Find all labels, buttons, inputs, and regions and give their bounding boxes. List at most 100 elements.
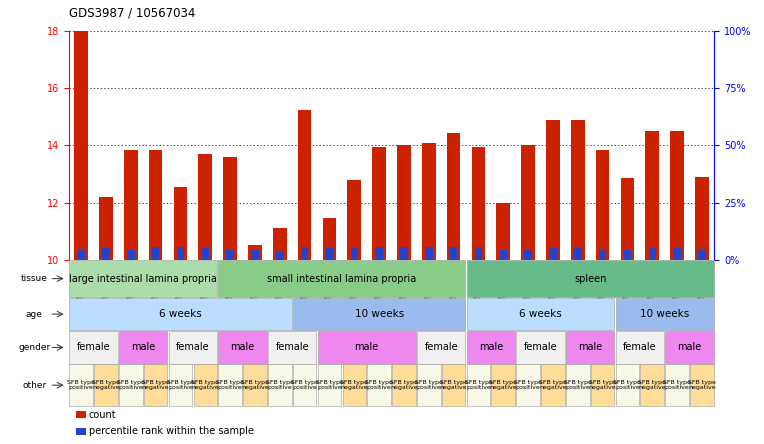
Bar [471, 147, 485, 260]
Text: SFB type
negative: SFB type negative [241, 380, 269, 390]
Text: 10 weeks: 10 weeks [640, 309, 689, 319]
Bar [149, 150, 163, 260]
Bar [77, 250, 85, 260]
Text: 10 weeks: 10 weeks [354, 309, 403, 319]
Text: SFB type
negative: SFB type negative [589, 380, 617, 390]
Text: SFB type
positive: SFB type positive [67, 380, 95, 390]
Bar [599, 250, 607, 260]
Text: SFB type
positive: SFB type positive [167, 380, 194, 390]
Text: SFB type
positive: SFB type positive [564, 380, 591, 390]
Text: other: other [22, 381, 47, 390]
Bar [124, 150, 138, 260]
Text: SFB type
negative: SFB type negative [539, 380, 567, 390]
Text: SFB type
positive: SFB type positive [117, 380, 144, 390]
Bar [450, 247, 458, 260]
Bar [348, 180, 361, 260]
Text: SFB type
positive: SFB type positive [415, 380, 442, 390]
Bar [351, 248, 358, 260]
Bar [202, 248, 209, 260]
Bar [524, 250, 532, 260]
Text: SFB type
negative: SFB type negative [92, 380, 120, 390]
Text: female: female [523, 342, 558, 353]
Text: SFB type
negative: SFB type negative [341, 380, 368, 390]
Text: SFB type
positive: SFB type positive [365, 380, 393, 390]
Bar [276, 251, 283, 260]
Bar [425, 247, 432, 260]
Text: spleen: spleen [574, 274, 607, 284]
Bar [673, 248, 681, 260]
Bar [497, 202, 510, 260]
Bar [447, 133, 461, 260]
Bar [474, 247, 482, 260]
Bar [226, 250, 234, 260]
Text: SFB type
negative: SFB type negative [440, 380, 468, 390]
Bar [152, 247, 160, 260]
Bar [670, 131, 684, 260]
Bar [127, 250, 134, 260]
Bar [397, 146, 411, 260]
Text: SFB type
positive: SFB type positive [316, 380, 343, 390]
Bar [248, 246, 262, 260]
Text: tissue: tissue [21, 274, 48, 283]
Text: SFB type
negative: SFB type negative [490, 380, 517, 390]
Text: SFB type
negative: SFB type negative [192, 380, 219, 390]
Text: SFB type
positive: SFB type positive [514, 380, 542, 390]
Bar [298, 110, 312, 260]
Bar [695, 177, 709, 260]
Bar [546, 120, 560, 260]
Bar [199, 154, 212, 260]
Text: SFB type
negative: SFB type negative [390, 380, 418, 390]
Text: small intestinal lamina propria: small intestinal lamina propria [267, 274, 416, 284]
Text: female: female [76, 342, 111, 353]
Text: 6 weeks: 6 weeks [159, 309, 202, 319]
Text: SFB type
positive: SFB type positive [216, 380, 244, 390]
Text: SFB type
positive: SFB type positive [266, 380, 293, 390]
Text: male: male [231, 342, 254, 353]
Text: SFB type
positive: SFB type positive [663, 380, 691, 390]
Text: male: male [678, 342, 701, 353]
Bar [273, 228, 286, 260]
Bar [623, 250, 631, 260]
Bar [99, 197, 113, 260]
Bar [521, 146, 535, 260]
Text: SFB type
positive: SFB type positive [613, 380, 641, 390]
Bar [620, 178, 634, 260]
Bar [322, 218, 336, 260]
Text: percentile rank within the sample: percentile rank within the sample [89, 426, 254, 436]
Bar [375, 247, 383, 260]
Text: female: female [176, 342, 210, 353]
Bar [325, 248, 333, 260]
Bar [549, 248, 557, 260]
Text: count: count [89, 409, 116, 420]
Text: male: male [578, 342, 602, 353]
Bar [422, 143, 435, 260]
Text: SFB type
negative: SFB type negative [639, 380, 666, 390]
Bar [223, 157, 237, 260]
Bar [646, 131, 659, 260]
Text: male: male [479, 342, 503, 353]
Bar [571, 120, 584, 260]
Bar [400, 247, 408, 260]
Bar [500, 250, 507, 260]
Bar [372, 147, 386, 260]
Text: SFB type
positive: SFB type positive [291, 380, 319, 390]
Bar [596, 150, 610, 260]
Text: gender: gender [18, 343, 50, 352]
Bar [173, 187, 187, 260]
Text: female: female [275, 342, 309, 353]
Text: male: male [131, 342, 155, 353]
Bar [251, 250, 259, 260]
Bar [698, 250, 706, 260]
Bar [176, 247, 184, 260]
Bar [574, 248, 581, 260]
Bar [74, 31, 88, 260]
Bar [301, 248, 309, 260]
Text: age: age [26, 309, 43, 319]
Text: GDS3987 / 10567034: GDS3987 / 10567034 [69, 7, 195, 20]
Text: large intestinal lamina propria: large intestinal lamina propria [70, 274, 217, 284]
Text: female: female [623, 342, 657, 353]
Text: SFB type
positive: SFB type positive [465, 380, 492, 390]
Text: SFB type
negative: SFB type negative [142, 380, 170, 390]
Text: male: male [354, 342, 379, 353]
Bar [649, 248, 656, 260]
